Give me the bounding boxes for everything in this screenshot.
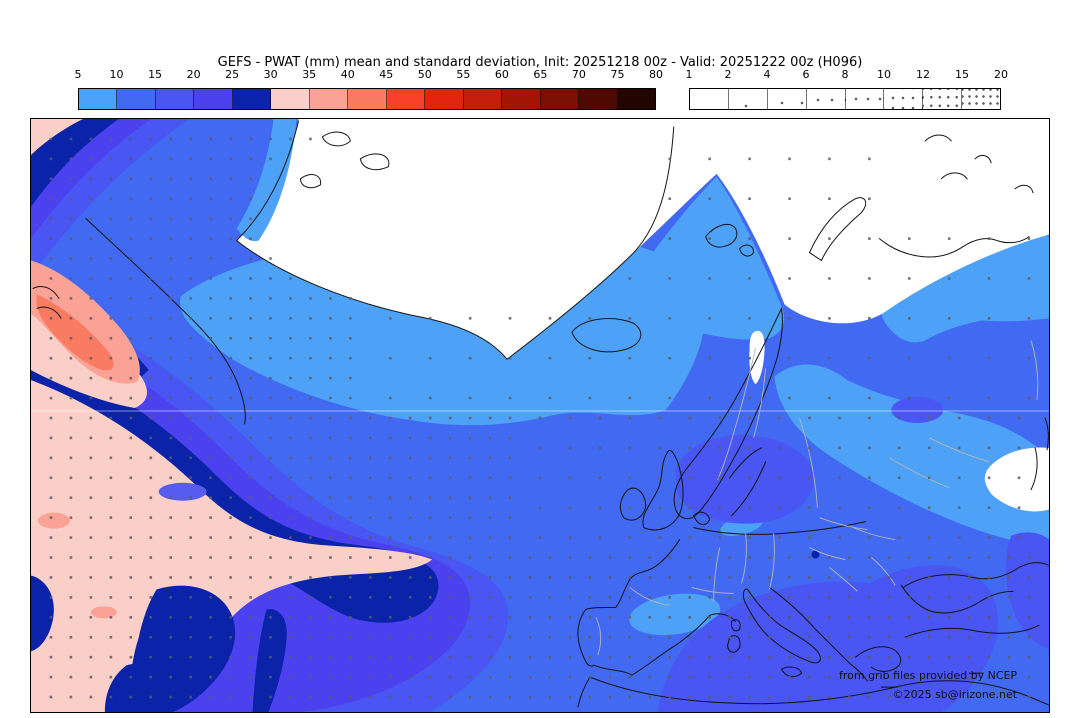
region-caspian-white <box>984 447 1049 512</box>
mean-tick-label: 10 <box>109 68 124 81</box>
mean-colorbar-cell-1 <box>117 89 156 109</box>
stddev-colorbar-cell-4 <box>845 89 885 109</box>
salmon-patch-1 <box>37 512 70 529</box>
violet-baltic-east <box>891 397 944 423</box>
region-east-europe-lightblue <box>774 364 1049 548</box>
stddev-colorbar-cell-6 <box>923 89 963 109</box>
region-svalbard-tongue-lightblue <box>633 176 785 340</box>
mean-colorbar-cell-10 <box>463 89 503 109</box>
mean-tick-label: 60 <box>494 68 509 81</box>
corner-band-25-30 <box>31 119 119 207</box>
navy-blob-bottom-2 <box>130 585 236 712</box>
mean-colorbar-cell-9 <box>425 89 464 109</box>
mean-colorbar-cell-14 <box>617 89 656 109</box>
map-title: GEFS - PWAT (mm) mean and standard devia… <box>217 55 863 70</box>
mean-colorbar-cell-2 <box>155 89 195 109</box>
mean-tick-label: 25 <box>225 68 240 81</box>
mean-tick-label: 55 <box>456 68 471 81</box>
mean-tick-label: 65 <box>533 68 548 81</box>
stddev-colorbar-cell-7 <box>962 89 1000 109</box>
stddev-tick-label: 15 <box>955 68 969 81</box>
mean-colorbar-cell-3 <box>194 89 233 109</box>
salmon-patch-2 <box>90 606 117 619</box>
stddev-tick-label: 4 <box>763 68 771 81</box>
mean-colorbar-cell-5 <box>271 89 310 109</box>
mean-tick-label: 40 <box>340 68 355 81</box>
mean-tick-label: 75 <box>610 68 625 81</box>
salmon-deep <box>36 294 114 371</box>
mean-tick-label: 35 <box>302 68 317 81</box>
country-borders <box>595 340 1039 656</box>
mean-colorbar <box>78 88 656 110</box>
stddev-tick-label: 12 <box>916 68 930 81</box>
stddev-colorbar-cell-3 <box>806 89 846 109</box>
violet-right-edge <box>1005 532 1049 650</box>
mean-colorbar-cell-4 <box>232 89 272 109</box>
stddev-tick-label: 2 <box>724 68 732 81</box>
salmon-light <box>31 260 140 384</box>
mean-colorbar-cell-7 <box>348 89 387 109</box>
violet-north-sea <box>675 435 814 524</box>
stddev-stipple-dots <box>49 137 1031 699</box>
stddev-tick-label: 10 <box>877 68 891 81</box>
attribution-source: from grib files provided by NCEP <box>839 669 1017 682</box>
mean-tick-label: 15 <box>148 68 163 81</box>
map-canvas: from grib files provided by NCEP ©2025 s… <box>31 119 1049 712</box>
stddev-colorbar-cell-0 <box>690 89 729 109</box>
stddev-tick-label: 1 <box>685 68 693 81</box>
mean-tick-label: 80 <box>649 68 663 81</box>
region-baffin-bay-lightblue <box>236 119 297 242</box>
mean-tick-label: 5 <box>74 68 82 81</box>
mean-colorbar-cell-6 <box>309 89 349 109</box>
region-arctic-white <box>236 119 1049 360</box>
mean-tick-label: 45 <box>379 68 394 81</box>
region-scandes-white <box>749 330 765 385</box>
mean-tick-label: 30 <box>263 68 278 81</box>
coastlines <box>32 120 1049 708</box>
map: from grib files provided by NCEP ©2025 s… <box>30 118 1050 713</box>
mean-colorbar-cell-11 <box>502 89 541 109</box>
mean-tick-label: 20 <box>186 68 201 81</box>
mean-tick-label: 70 <box>571 68 586 81</box>
navy-blob-bottom-3 <box>252 609 287 712</box>
mean-tick-label: 50 <box>417 68 432 81</box>
stddev-colorbar-cell-1 <box>728 89 768 109</box>
mean-colorbar-cell-12 <box>540 89 580 109</box>
mean-colorbar-cell-8 <box>386 89 426 109</box>
violet-mediterranean <box>657 565 998 712</box>
stddev-colorbar-cell-2 <box>767 89 807 109</box>
navy-dot-alps <box>811 550 820 559</box>
stddev-colorbar-cell-5 <box>884 89 924 109</box>
corner-band-30-35 <box>31 119 83 155</box>
mean-colorbar-cell-0 <box>79 89 118 109</box>
pink-mass <box>31 380 433 712</box>
stddev-tick-label: 6 <box>802 68 810 81</box>
stddev-tick-label: 20 <box>994 68 1008 81</box>
stddev-tick-label: 8 <box>841 68 849 81</box>
violet-lens-in-navy <box>158 482 207 501</box>
mean-colorbar-cell-13 <box>579 89 618 109</box>
navy-blob-left-edge <box>31 575 54 652</box>
stddev-colorbar <box>689 88 1001 110</box>
region-spain-lightblue <box>629 593 721 636</box>
attribution-copyright: ©2025 sb@irizone.net <box>893 688 1018 701</box>
